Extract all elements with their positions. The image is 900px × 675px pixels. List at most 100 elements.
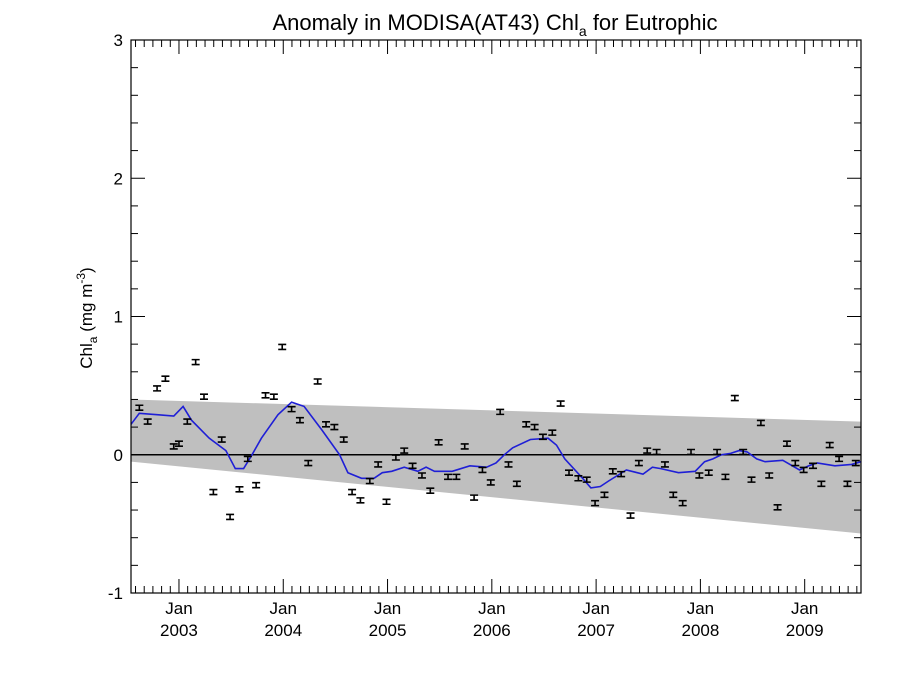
data-point xyxy=(600,491,609,499)
x-tick-label-year: 2005 xyxy=(369,621,407,640)
smoothed-line xyxy=(130,401,862,489)
y-tick-label: 1 xyxy=(114,308,123,327)
x-tick-label-year: 2007 xyxy=(577,621,615,640)
data-point xyxy=(608,468,617,475)
data-point xyxy=(304,459,313,467)
data-point xyxy=(782,440,791,447)
data-point xyxy=(200,393,208,400)
y-tick-label: 0 xyxy=(114,446,123,465)
data-point xyxy=(704,469,713,477)
data-point xyxy=(721,473,730,481)
data-point xyxy=(356,497,365,504)
y-tick-label: 3 xyxy=(114,31,123,50)
x-tick-label-year: 2006 xyxy=(473,621,511,640)
data-point xyxy=(791,459,800,467)
data-point xyxy=(809,462,818,470)
x-tick-label-month: Jan xyxy=(791,599,818,618)
data-point xyxy=(287,405,296,413)
data-point xyxy=(261,392,270,399)
x-tick-label-year: 2008 xyxy=(681,621,719,640)
data-point xyxy=(799,466,808,474)
data-point xyxy=(817,480,826,488)
data-point xyxy=(825,441,834,449)
data-point xyxy=(660,461,669,468)
data-point xyxy=(365,477,374,485)
data-point xyxy=(730,394,739,402)
data-point xyxy=(548,429,557,436)
data-point xyxy=(678,499,687,507)
data-point xyxy=(538,433,547,441)
plot-area: -1 0 1 2 3 Jan 2003 Jan 2004 Jan 2005 Jan 2006 Jan 200… xyxy=(108,31,862,640)
x-tick-label-month: Jan xyxy=(478,599,505,618)
data-point xyxy=(756,419,765,427)
data-point xyxy=(374,461,383,468)
data-point xyxy=(135,404,144,412)
data-point xyxy=(161,375,170,383)
data-point xyxy=(556,400,565,407)
data-point xyxy=(391,454,400,461)
data-point xyxy=(713,448,722,456)
data-point xyxy=(470,494,479,501)
data-point xyxy=(313,378,322,385)
data-point xyxy=(643,447,652,454)
x-tick-label-month: Jan xyxy=(165,599,192,618)
data-point xyxy=(765,472,774,479)
x-tick-label-month: Jan xyxy=(582,599,609,618)
y-tick-label: 2 xyxy=(114,169,123,188)
data-point xyxy=(851,459,860,467)
data-point xyxy=(408,462,417,470)
x-tick-label-month: Jan xyxy=(374,599,401,618)
data-point xyxy=(634,459,643,467)
data-point xyxy=(322,421,331,428)
data-point xyxy=(382,498,391,506)
x-tick-label-year: 2004 xyxy=(264,621,302,640)
data-point xyxy=(530,423,539,431)
data-point xyxy=(460,443,469,450)
data-point xyxy=(695,472,704,479)
chart-title: Anomaly in MODISA(AT43) Chla for Eutroph… xyxy=(272,10,717,39)
data-point xyxy=(217,436,226,443)
data-point xyxy=(843,480,852,488)
data-point xyxy=(348,488,357,496)
data-point xyxy=(269,393,278,400)
data-point xyxy=(434,439,443,446)
data-point xyxy=(582,476,591,483)
data-point xyxy=(169,443,178,450)
y-tick-label: -1 xyxy=(108,584,123,603)
confidence-band xyxy=(131,399,861,534)
data-point xyxy=(773,503,782,511)
data-point xyxy=(417,472,426,479)
data-point xyxy=(330,423,339,431)
data-point xyxy=(565,469,573,477)
data-point xyxy=(739,448,748,456)
data-point xyxy=(153,385,162,392)
data-point xyxy=(174,440,183,447)
data-point xyxy=(478,466,487,474)
data-point xyxy=(252,481,261,489)
data-point xyxy=(835,455,844,463)
data-point xyxy=(400,447,409,454)
data-point xyxy=(243,455,252,463)
y-axis-label: Chla (mg m-3) xyxy=(74,267,100,368)
data-point xyxy=(626,512,635,519)
x-tick-label-month: Jan xyxy=(270,599,297,618)
data-point xyxy=(504,461,513,468)
data-point xyxy=(574,474,583,482)
data-point xyxy=(617,470,626,478)
data-point xyxy=(235,486,244,493)
data-point xyxy=(486,479,495,486)
data-point xyxy=(143,418,152,425)
data-point xyxy=(295,416,304,424)
data-point xyxy=(452,473,461,481)
data-point xyxy=(444,473,453,481)
data-point xyxy=(209,488,218,496)
data-point xyxy=(747,476,756,483)
data-point xyxy=(496,408,505,416)
data-point xyxy=(687,448,696,456)
data-point xyxy=(191,358,200,366)
data-point xyxy=(183,418,192,425)
data-point xyxy=(591,499,600,507)
x-tick-label-year: 2003 xyxy=(160,621,198,640)
data-point xyxy=(512,480,521,488)
